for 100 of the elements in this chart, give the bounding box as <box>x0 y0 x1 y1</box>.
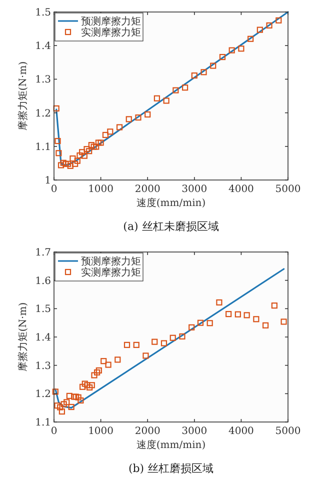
x-tick-label: 3000 <box>182 184 208 195</box>
point <box>75 394 82 400</box>
point <box>76 152 83 159</box>
point <box>107 128 114 135</box>
point <box>172 87 179 94</box>
x-tick-label: 4000 <box>228 184 254 195</box>
x-tick-label: 4000 <box>228 426 254 437</box>
point <box>95 140 102 146</box>
x-axis-title: 速度(mm/min) <box>136 439 206 451</box>
point <box>86 384 93 390</box>
point <box>210 62 216 69</box>
point <box>163 98 170 104</box>
x-tick-label: 2000 <box>134 184 160 195</box>
text: (a) 丝杠未磨损区域 <box>123 220 219 233</box>
point <box>154 95 160 102</box>
text: (b) 丝杠磨损区域 <box>128 462 214 475</box>
x-tick-label: 1000 <box>88 184 114 195</box>
y-tick-label: 1.2 <box>35 389 51 400</box>
point <box>135 114 142 121</box>
point <box>219 54 226 60</box>
y-tick-label: 1.5 <box>35 8 51 18</box>
point <box>56 150 62 156</box>
point <box>64 399 70 406</box>
point <box>206 320 213 326</box>
point <box>216 299 222 306</box>
y-tick-label: 1.4 <box>35 41 51 52</box>
point <box>179 333 186 340</box>
point <box>82 380 88 387</box>
point <box>58 408 66 415</box>
x-tick-label: 5000 <box>275 184 301 195</box>
point <box>144 111 151 118</box>
point <box>79 149 86 156</box>
point <box>84 146 90 152</box>
point <box>256 26 263 33</box>
point <box>70 155 76 162</box>
point <box>152 338 158 345</box>
point <box>142 352 149 359</box>
point <box>60 401 67 408</box>
point <box>124 342 130 348</box>
point <box>126 116 132 122</box>
point <box>100 358 107 364</box>
point <box>280 318 287 325</box>
point <box>98 140 104 146</box>
y-axis-title: 摩擦力矩(N·m) <box>17 61 29 131</box>
point <box>182 84 188 91</box>
y-tick-label: 1.3 <box>35 360 51 372</box>
point <box>266 22 272 28</box>
point <box>191 72 198 79</box>
point <box>88 142 94 148</box>
y-tick-label: 1.7 <box>35 248 51 258</box>
y-tick-label: 1.4 <box>35 332 51 344</box>
point <box>114 356 121 363</box>
point <box>74 158 80 164</box>
point <box>262 322 269 328</box>
point <box>271 302 278 309</box>
point <box>80 384 86 390</box>
point <box>72 160 78 167</box>
x-tick-label: 0 <box>50 426 58 437</box>
point <box>60 160 66 166</box>
point <box>54 402 60 409</box>
point <box>94 369 100 376</box>
y-tick-label: 1.1 <box>35 418 51 428</box>
point <box>68 404 74 410</box>
point <box>228 47 235 54</box>
point <box>72 394 80 400</box>
y-tick-label: 1.2 <box>35 108 51 120</box>
y-axis-title: 摩擦力矩(N·m) <box>17 302 29 372</box>
point <box>234 311 241 318</box>
point <box>86 148 92 154</box>
point <box>253 316 260 322</box>
point <box>188 324 195 330</box>
point <box>88 382 95 388</box>
point <box>57 404 64 410</box>
point <box>133 342 140 348</box>
x-tick-label: 3000 <box>182 426 208 437</box>
x-tick-label: 2000 <box>134 426 160 437</box>
point <box>226 311 232 318</box>
legend-label: 预测摩擦力矩 <box>81 16 141 28</box>
point <box>91 372 98 378</box>
point <box>66 392 72 399</box>
point <box>105 362 112 368</box>
point <box>248 36 254 42</box>
point <box>116 124 123 130</box>
y-tick-label: 1.6 <box>35 276 51 287</box>
legend-label: 预测摩擦力矩 <box>81 256 141 268</box>
point <box>54 138 61 144</box>
point <box>102 132 109 138</box>
point <box>96 367 102 374</box>
point <box>81 152 88 159</box>
point <box>58 162 64 168</box>
point <box>53 105 60 112</box>
point <box>197 320 204 326</box>
y-tick-label: 1.5 <box>35 304 51 316</box>
y-tick-label: 1.1 <box>35 142 51 153</box>
y-tick-label: 1.3 <box>35 74 51 86</box>
point <box>160 340 168 346</box>
y-tick-label: 1 <box>44 176 51 186</box>
x-tick-label: 5000 <box>275 426 301 437</box>
point <box>276 17 282 24</box>
point <box>244 312 250 318</box>
